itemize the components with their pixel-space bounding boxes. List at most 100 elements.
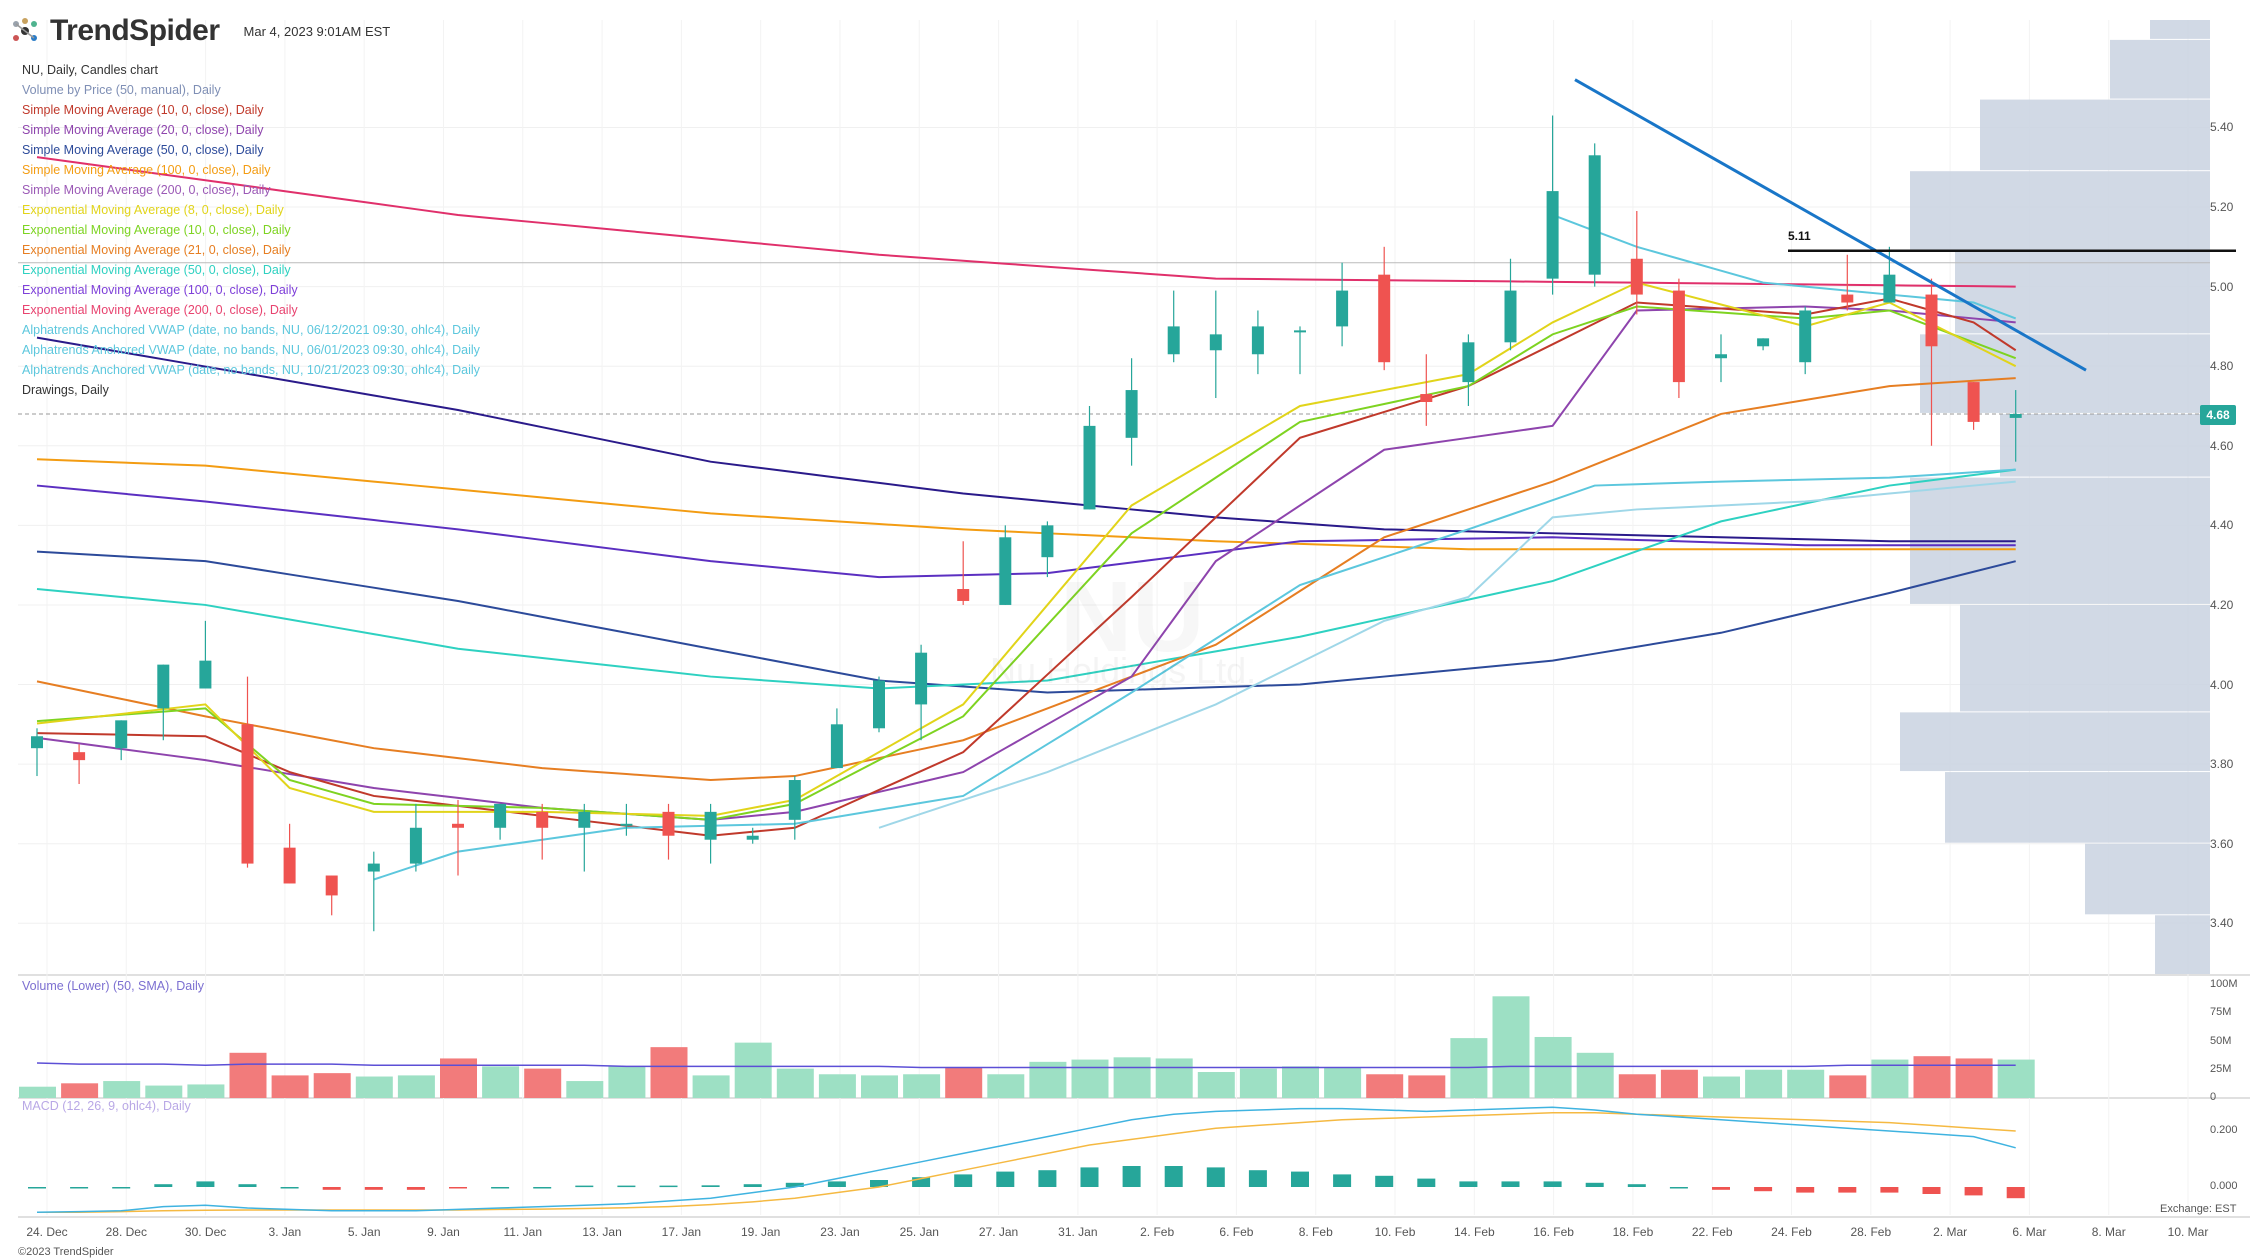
candle-up [1336,290,1349,327]
macd-histogram-bar [617,1185,636,1188]
macd-histogram-bar [533,1187,552,1189]
macd-histogram-bar [280,1187,299,1189]
anchored-vwap-3-line [1552,214,2017,320]
legend-item[interactable]: Alphatrends Anchored VWAP (date, no band… [22,363,480,377]
volume-bar [818,1074,856,1098]
candle-up [1083,425,1096,510]
legend-item[interactable]: Exponential Moving Average (100, 0, clos… [22,283,298,297]
macd-histogram-bar [1838,1187,1857,1193]
candle-up [1251,326,1264,355]
volume-by-price-bar [1960,604,2210,712]
legend-item[interactable]: Drawings, Daily [22,383,109,397]
macd-histogram-bar [996,1171,1015,1187]
candle-down [283,847,296,884]
macd-histogram-bar [154,1184,173,1187]
legend-item[interactable]: Exponential Moving Average (8, 0, close)… [22,203,284,217]
candle-up [873,680,885,729]
brand-name: TrendSpider [50,14,220,47]
macd-histogram-bar [1627,1184,1646,1187]
ema200-line [36,156,2016,288]
volume-bar [861,1075,898,1098]
ema21-line [36,377,2016,782]
candle-down [241,724,254,864]
macd-histogram-bar [1459,1181,1478,1187]
time-tick-label: 11. Jan [503,1225,543,1239]
macd-histogram-bar [1080,1167,1099,1187]
legend-item[interactable]: Simple Moving Average (100, 0, close), D… [22,163,271,177]
last-price-tag: 4.68 [2200,405,2236,425]
volume-bar [1997,1059,2035,1098]
candle-up [1209,334,1222,351]
volume-tick-label: 0 [2210,1091,2217,1103]
time-tick-label: 9. Jan [427,1225,460,1239]
macd-histogram-bar [1291,1171,1309,1187]
macd-histogram-bar [70,1187,89,1189]
candle-up [830,724,843,769]
time-tick-label: 27. Jan [978,1225,1019,1239]
volume-bar [61,1083,99,1098]
macd-histogram-bar [238,1184,257,1187]
time-tick-label: 6. Feb [1219,1225,1254,1239]
volume-bar [1534,1036,1572,1098]
volume-by-price-bar [2155,915,2210,974]
volume-bar [397,1075,435,1098]
macd-histogram-bar [1796,1187,1815,1193]
volume-bar [566,1081,604,1098]
legend-item[interactable]: Alphatrends Anchored VWAP (date, no band… [22,323,480,337]
legend-item[interactable]: Simple Moving Average (20, 0, close), Da… [22,123,264,137]
price-tick-label: 4.20 [2210,597,2234,612]
macd-tick-label: 0.000 [2210,1180,2238,1192]
macd-histogram-bar [2006,1187,2025,1199]
volume-bar [145,1085,183,1098]
volume-bar [608,1066,646,1098]
candle-up [1041,525,1054,558]
volume-bar [1197,1072,1235,1098]
legend-item[interactable]: Simple Moving Average (50, 0, close), Da… [22,143,264,157]
volume-bar [692,1075,730,1098]
volume-bar [1071,1059,1109,1098]
time-tick-label: 24. Dec [26,1225,68,1239]
volume-panel-label[interactable]: Volume (Lower) (50, SMA), Daily [22,979,205,993]
time-tick-label: 17. Jan [661,1225,702,1239]
legend-item[interactable]: Alphatrends Anchored VWAP (date, no band… [22,343,480,357]
candle-up [199,660,212,689]
time-tick-label: 10. Mar [2167,1225,2209,1239]
volume-bar [440,1058,477,1098]
candle-down [73,752,86,761]
macd-histogram-bar [1922,1187,1941,1194]
candle-up [1715,354,1727,359]
legend-item[interactable]: Exponential Moving Average (10, 0, close… [22,223,291,237]
sma200-line [36,336,2016,543]
time-tick-label: 6. Mar [2012,1225,2047,1239]
legend-item[interactable]: Simple Moving Average (200, 0, close), D… [22,183,271,197]
macd-panel-label[interactable]: MACD (12, 26, 9, ohlc4), Daily [22,1099,191,1113]
legend-item[interactable]: NU, Daily, Candles chart [22,63,158,77]
copyright-footer: ©2023 TrendSpider [18,1246,114,1258]
legend-item[interactable]: Volume by Price (50, manual), Daily [22,83,221,97]
legend-item[interactable]: Exponential Moving Average (50, 0, close… [22,263,291,277]
volume-bar [1324,1067,1362,1098]
indicator-legend: NU, Daily, Candles chart Volume by Price … [22,60,480,400]
price-tick-label: 3.60 [2210,836,2234,851]
time-tick-label: 28. Dec [105,1225,147,1239]
candle-down [1630,258,1643,295]
price-tick-label: 4.40 [2210,518,2234,533]
macd-histogram-bar [1375,1175,1394,1187]
candle-up [115,720,128,749]
time-tick-label: 30. Dec [184,1225,227,1239]
volume-by-price-bar [2110,39,2210,99]
volume-bar [945,1067,983,1098]
volume-bar [987,1074,1025,1098]
legend-item[interactable]: Exponential Moving Average (200, 0, clos… [22,303,298,317]
time-tick-label: 10. Feb [1374,1225,1416,1239]
volume-bar [1366,1074,1404,1098]
volume-bar [524,1068,562,1098]
candle-up [1757,338,1770,347]
legend-item[interactable]: Exponential Moving Average (21, 0, close… [22,243,291,257]
time-tick-label: 28. Feb [1850,1225,1892,1239]
legend-item[interactable]: Simple Moving Average (10, 0, close), Da… [22,103,264,117]
time-tick-label: 23. Jan [820,1225,860,1239]
watermark-company: Nu Holdings Ltd. [990,650,1257,691]
candle-down [1841,294,1854,303]
